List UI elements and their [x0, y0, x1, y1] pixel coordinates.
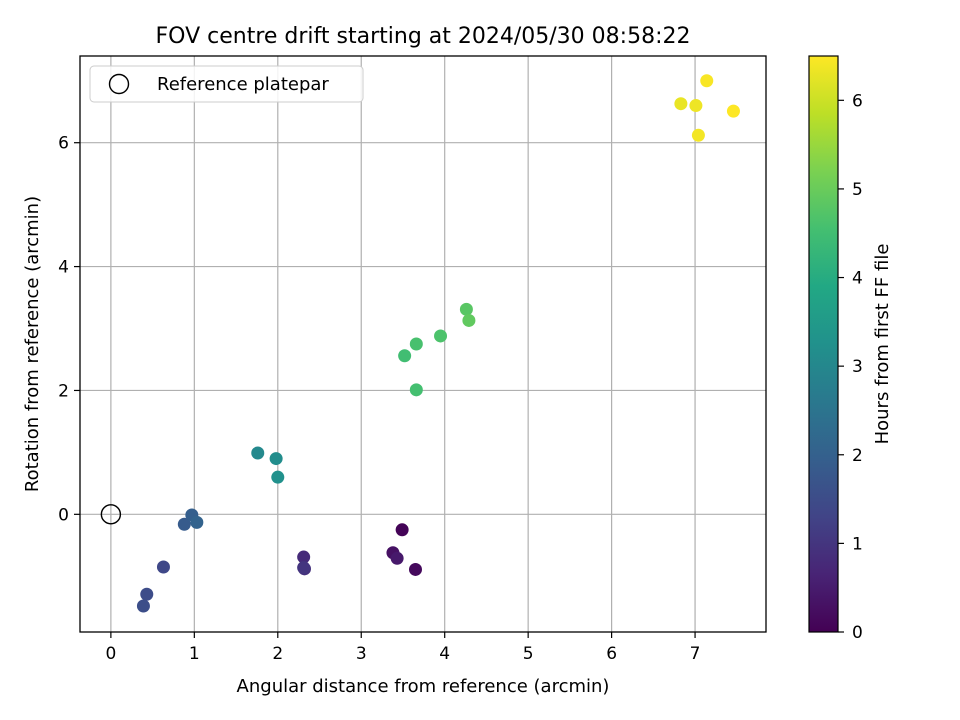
colorbar: 0 1 2 3 4 5 6 Hours from first FF file [808, 55, 893, 643]
colorbar-tick-label: 3 [852, 357, 863, 377]
drift-point [390, 551, 404, 565]
drift-point [177, 517, 191, 531]
drift-point [136, 599, 150, 613]
legend-box [89, 65, 364, 103]
x-tick-label: 3 [356, 644, 367, 664]
drift-point [297, 550, 311, 564]
y-tick-label: 6 [58, 134, 69, 154]
colorbar-tick-label: 2 [852, 446, 863, 466]
colorbar-gradient [808, 55, 839, 633]
drift-point [269, 452, 283, 466]
y-axis-label: Rotation from reference (arcmin) [22, 196, 43, 492]
drift-point [459, 302, 473, 316]
x-axis: 0 1 2 3 4 5 6 7 [105, 632, 700, 664]
reference-platepar-marker [100, 504, 122, 525]
drift-point [395, 523, 409, 537]
y-tick-label: 0 [58, 505, 69, 525]
legend-reference-marker [108, 73, 130, 95]
drift-point [408, 562, 422, 576]
drift-point [409, 337, 423, 351]
x-tick-label: 2 [272, 644, 283, 664]
x-tick-label: 4 [439, 644, 450, 664]
y-tick-label: 2 [58, 381, 69, 401]
grid-lines [80, 56, 766, 632]
colorbar-ticks: 0 1 2 3 4 5 6 [838, 91, 863, 643]
legend-reference-label: Reference platepar [157, 74, 329, 95]
colorbar-tick-label: 1 [852, 534, 863, 554]
legend: Reference platepar [89, 65, 364, 103]
drift-point [271, 470, 285, 484]
x-tick-label: 7 [690, 644, 701, 664]
drift-point [691, 128, 705, 142]
drift-point [689, 99, 703, 113]
drift-point [297, 561, 311, 575]
colorbar-tick-label: 6 [852, 91, 863, 111]
x-tick-label: 6 [606, 644, 617, 664]
colorbar-label: Hours from first FF file [872, 244, 893, 445]
plot-frame [79, 55, 767, 633]
x-axis-label: Angular distance from reference (arcmin) [237, 676, 610, 697]
y-axis: 0 2 4 6 [58, 134, 80, 525]
drift-point [251, 446, 265, 460]
x-tick-label: 5 [523, 644, 534, 664]
colorbar-tick-label: 0 [852, 623, 863, 643]
reference-marker-layer [100, 504, 122, 525]
x-tick-label: 1 [189, 644, 200, 664]
colorbar-tick-label: 4 [852, 269, 863, 289]
drift-point [190, 515, 204, 529]
data-points [136, 74, 740, 613]
drift-point [140, 587, 154, 601]
drift-point [462, 313, 476, 327]
drift-point [434, 329, 448, 343]
y-tick-label: 4 [58, 258, 69, 278]
chart-title: FOV centre drift starting at 2024/05/30 … [156, 24, 691, 49]
drift-point [156, 560, 170, 574]
drift-point [398, 349, 412, 363]
colorbar-tick-label: 5 [852, 180, 863, 200]
drift-point [409, 383, 423, 397]
drift-point [726, 104, 740, 118]
x-tick-label: 0 [105, 644, 116, 664]
drift-point [674, 97, 688, 111]
drift-point [700, 74, 714, 88]
